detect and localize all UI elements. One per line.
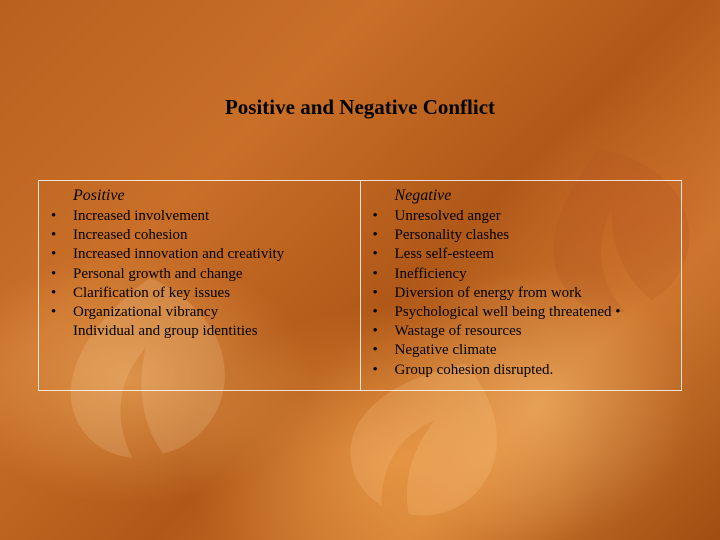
negative-header: Negative <box>365 187 678 205</box>
slide-title: Positive and Negative Conflict <box>0 95 720 120</box>
slide-content: Positive and Negative Conflict Positive … <box>0 0 720 540</box>
list-item: Less self-esteem <box>365 245 678 264</box>
list-item: Increased cohesion <box>43 226 356 245</box>
negative-list: Unresolved anger Personality clashes Les… <box>365 207 678 380</box>
list-item: Increased innovation and creativity <box>43 245 356 264</box>
positive-column: Positive Increased involvement Increased… <box>39 181 360 390</box>
list-item: Increased involvement <box>43 207 356 226</box>
positive-list: Increased involvement Increased cohesion… <box>43 207 356 341</box>
list-item: Inefficiency <box>365 265 678 284</box>
list-item: Diversion of energy from work <box>365 284 678 303</box>
list-item: Individual and group identities <box>43 322 356 341</box>
list-item: Group cohesion disrupted. <box>365 361 678 380</box>
list-item: Psychological well being threatened <box>365 303 678 322</box>
negative-column: Negative Unresolved anger Personality cl… <box>360 181 682 390</box>
comparison-table: Positive Increased involvement Increased… <box>38 180 682 391</box>
list-item: Unresolved anger <box>365 207 678 226</box>
list-item: Negative climate <box>365 341 678 360</box>
list-item: Personal growth and change <box>43 265 356 284</box>
list-item: Wastage of resources <box>365 322 678 341</box>
list-item: Personality clashes <box>365 226 678 245</box>
list-item: Clarification of key issues <box>43 284 356 303</box>
list-item: Organizational vibrancy <box>43 303 356 322</box>
positive-header: Positive <box>43 187 356 205</box>
